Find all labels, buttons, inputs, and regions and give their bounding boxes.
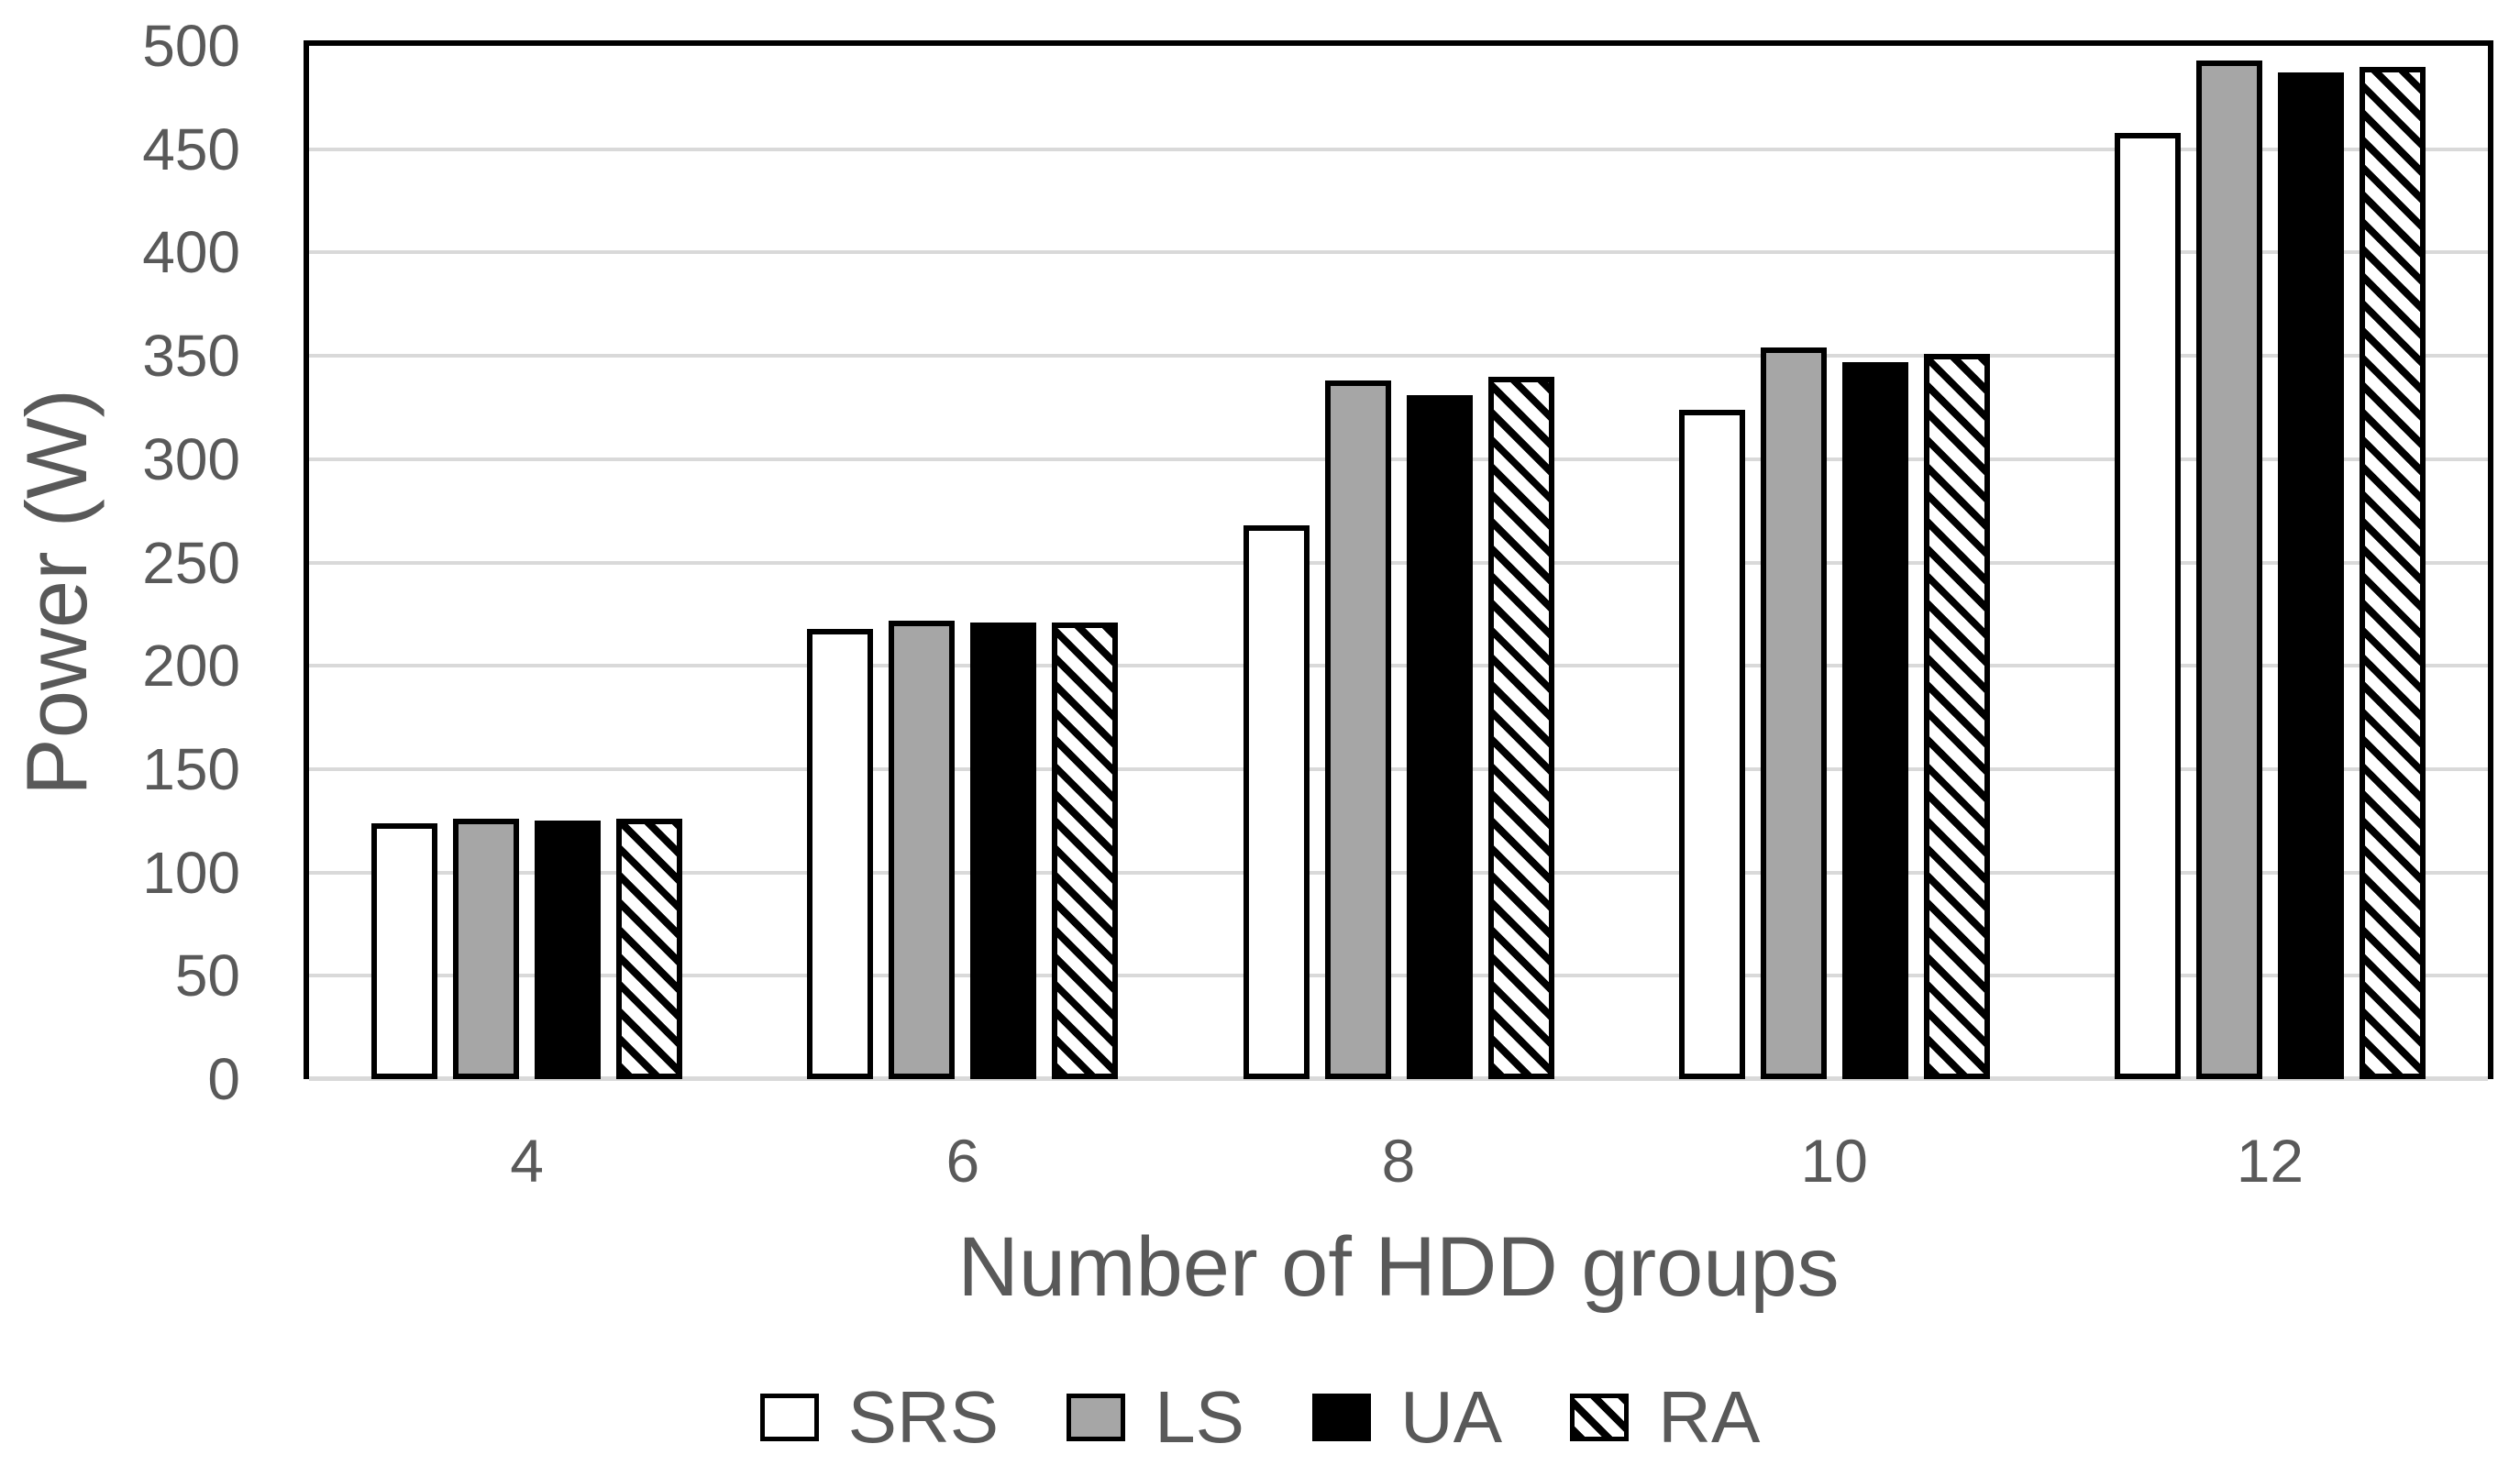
gridline xyxy=(309,457,2488,461)
legend-label: SRS xyxy=(847,1376,1000,1458)
y-tick-label: 300 xyxy=(142,425,240,492)
bar-ua-12 xyxy=(2277,72,2344,1079)
y-tick-label: 450 xyxy=(142,116,240,182)
bar-ua-10 xyxy=(1841,361,1908,1079)
gridline xyxy=(309,766,2488,771)
y-tick-label: 400 xyxy=(142,219,240,286)
bar-ra-12 xyxy=(2359,66,2426,1079)
gridline xyxy=(309,974,2488,978)
legend-swatch-ua xyxy=(1312,1394,1372,1441)
x-tick-label: 6 xyxy=(945,1127,980,1195)
legend-label: UA xyxy=(1400,1376,1503,1458)
plot-area xyxy=(304,40,2493,1081)
legend: SRS LS UA RA xyxy=(0,1381,2520,1454)
legend-item-ua: UA xyxy=(1312,1381,1502,1454)
bar-ra-6 xyxy=(1052,622,1119,1079)
bar-ua-4 xyxy=(535,821,602,1079)
x-axis-title: Number of HDD groups xyxy=(957,1220,1840,1314)
bar-ls-10 xyxy=(1760,347,1827,1079)
gridline xyxy=(309,560,2488,565)
bar-ra-10 xyxy=(1923,353,1990,1079)
bar-ua-8 xyxy=(1406,394,1473,1079)
bar-srs-4 xyxy=(371,822,438,1079)
x-axis-line xyxy=(309,1076,2488,1081)
y-tick-label: 50 xyxy=(174,942,240,1009)
x-tick-label: 8 xyxy=(1381,1127,1416,1195)
bar-group-12 xyxy=(2052,46,2488,1079)
bar-group-6 xyxy=(745,46,1180,1079)
bar-ra-4 xyxy=(616,819,683,1079)
gridline xyxy=(309,870,2488,875)
y-tick-label: 150 xyxy=(142,735,240,802)
bar-srs-8 xyxy=(1243,524,1310,1079)
bar-ls-8 xyxy=(1324,380,1391,1079)
bar-groups xyxy=(309,46,2488,1079)
y-tick-label: 250 xyxy=(142,529,240,596)
legend-label: LS xyxy=(1155,1376,1245,1458)
gridline xyxy=(309,250,2488,255)
bar-srs-6 xyxy=(807,628,874,1079)
bar-group-10 xyxy=(1617,46,2052,1079)
legend-label: RA xyxy=(1658,1376,1761,1458)
bar-srs-10 xyxy=(1678,409,1745,1079)
gridline xyxy=(309,664,2488,668)
x-tick-label: 12 xyxy=(2236,1127,2304,1195)
x-tick-label: 4 xyxy=(510,1127,544,1195)
bar-group-4 xyxy=(309,46,745,1079)
bar-srs-12 xyxy=(2114,132,2181,1079)
x-tick-label: 10 xyxy=(1800,1127,1868,1195)
x-axis-tick-labels: 4 6 8 10 12 xyxy=(309,1126,2488,1196)
y-tick-label: 0 xyxy=(207,1046,240,1112)
legend-item-ls: LS xyxy=(1067,1381,1244,1454)
legend-swatch-ls xyxy=(1067,1394,1126,1441)
y-axis-tick-labels: 0 50 100 150 200 250 300 350 400 450 500 xyxy=(0,17,240,1108)
legend-item-ra: RA xyxy=(1570,1381,1760,1454)
bar-ls-4 xyxy=(453,819,520,1079)
gridline xyxy=(309,354,2488,358)
y-tick-label: 350 xyxy=(142,323,240,390)
bar-ua-6 xyxy=(970,622,1037,1079)
bar-ra-8 xyxy=(1487,376,1554,1079)
legend-item-srs: SRS xyxy=(759,1376,1000,1458)
bar-ls-6 xyxy=(889,620,956,1079)
y-tick-label: 500 xyxy=(142,13,240,79)
bar-ls-12 xyxy=(2195,60,2262,1079)
y-tick-label: 100 xyxy=(142,839,240,906)
y-tick-label: 200 xyxy=(142,633,240,700)
gridline xyxy=(309,147,2488,151)
legend-swatch-ra xyxy=(1570,1394,1630,1441)
bar-group-8 xyxy=(1180,46,1616,1079)
legend-swatch-srs xyxy=(759,1394,819,1441)
